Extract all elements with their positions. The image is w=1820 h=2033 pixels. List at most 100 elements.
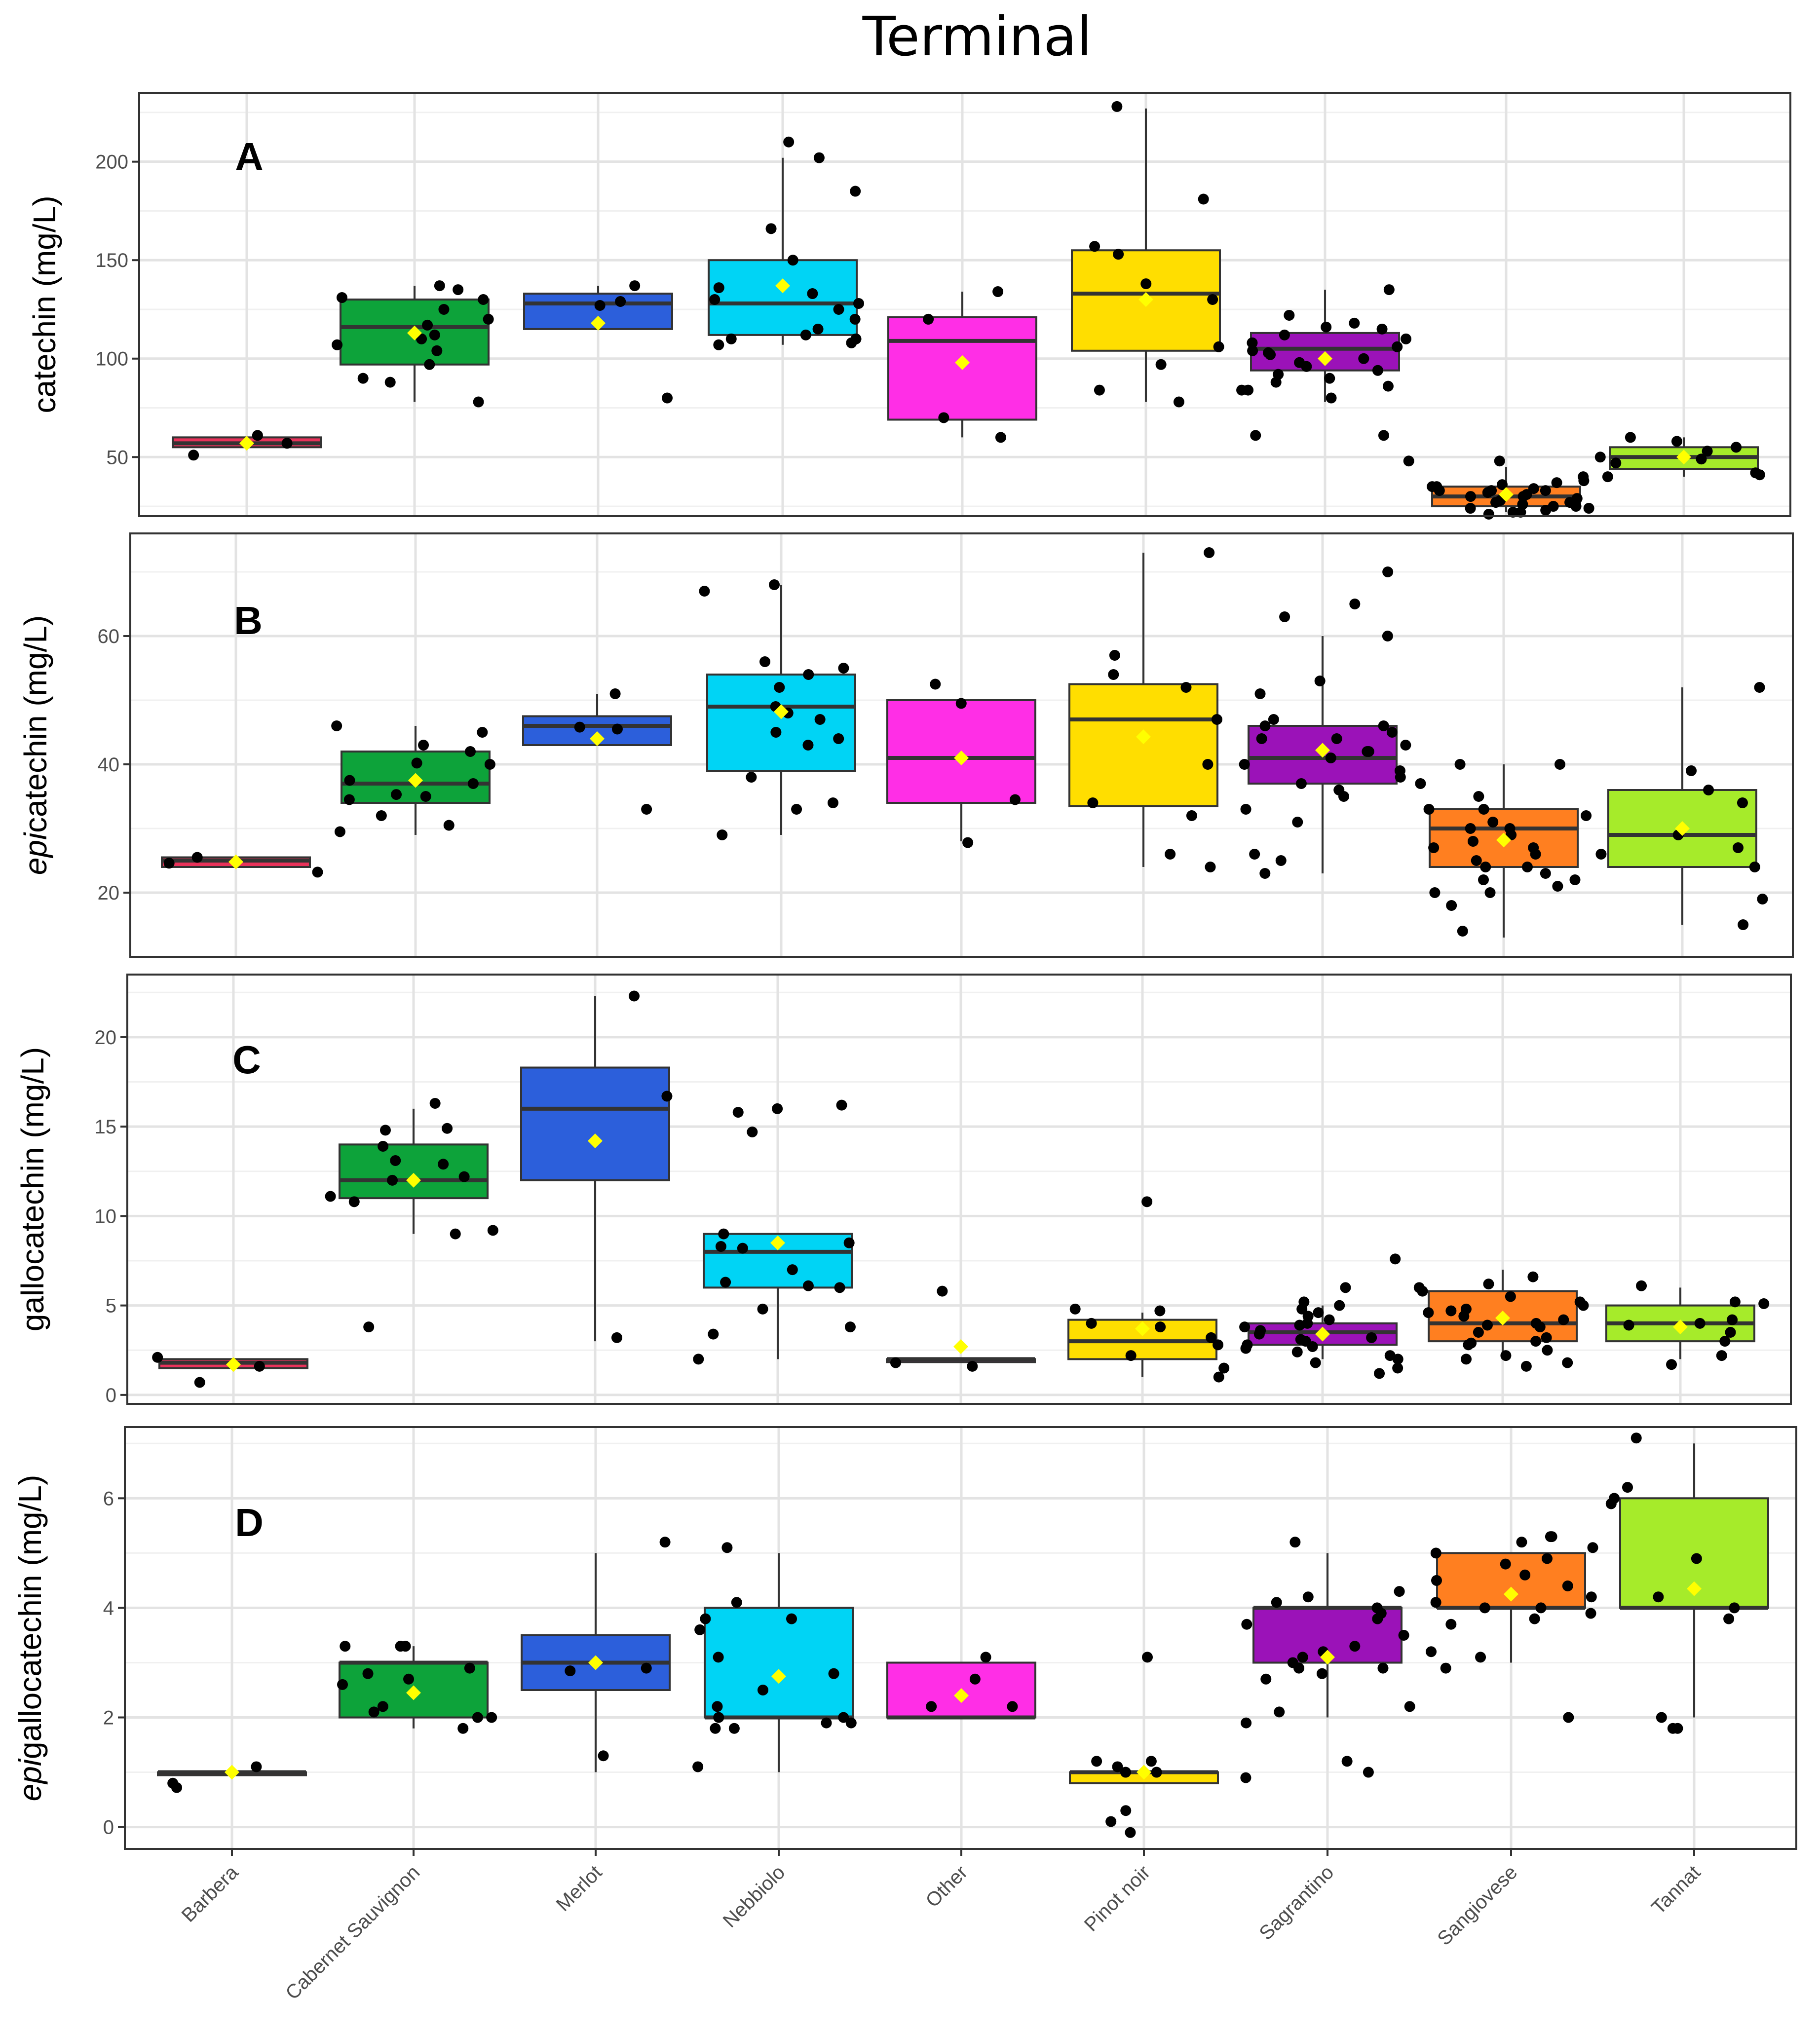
data-point [1383,284,1395,296]
data-point [1313,1307,1324,1318]
y-tick-label: 100 [95,348,128,370]
data-point [769,579,780,590]
mean-marker-cabernet-sauvignon [407,325,422,340]
data-point [962,837,974,848]
data-point [1686,765,1697,776]
data-point [1292,817,1303,828]
data-point [1401,333,1412,344]
data-point [1672,1723,1683,1734]
mean-marker-nebbiolo [770,1235,785,1250]
data-point [1404,1701,1415,1712]
box-tannat [1594,432,1765,483]
data-point [1349,1641,1361,1652]
mean-marker-barbera [239,436,254,451]
data-point [1562,1357,1573,1368]
data-point [1465,503,1476,514]
data-point [1296,1303,1308,1315]
y-tick-label: 0 [106,1385,116,1406]
data-point [1578,1300,1589,1311]
data-point [1581,810,1592,821]
data-point [641,1662,652,1674]
data-point [1205,862,1216,872]
panel-d-letter: D [235,1501,264,1544]
data-point [1151,1767,1162,1778]
data-point [1554,759,1565,770]
data-point [1465,491,1476,502]
data-point [1691,1553,1702,1564]
data-point [1653,1591,1664,1603]
box-other [886,1285,1036,1372]
mean-marker-sagrantino [1315,743,1330,758]
data-point [1602,471,1613,483]
data-point [757,1684,768,1695]
data-point [845,1717,857,1729]
data-point [1428,842,1440,853]
data-point [1240,804,1251,815]
data-point [1430,1547,1441,1559]
data-point [611,1332,622,1343]
data-point [1473,1327,1484,1338]
data-point [252,430,263,441]
data-point [757,1303,768,1315]
mean-marker-barbera [228,854,243,869]
mean-marker-other [954,1688,969,1703]
data-point [1623,1319,1634,1331]
data-point [995,432,1006,443]
data-point [1254,688,1266,699]
data-point [1467,836,1479,847]
data-point [1578,475,1590,487]
panel-b-y-axis-label: epicatechin (mg/L) [18,615,53,875]
data-point [411,757,422,769]
data-point [348,1196,360,1207]
data-point [1211,714,1222,725]
data-point [1483,1279,1494,1290]
data-point [1466,1337,1477,1349]
data-point [1398,1629,1409,1641]
data-point [1400,740,1411,751]
data-point [1490,497,1502,508]
data-point [1362,746,1373,757]
data-point [1295,1334,1306,1345]
data-point [1519,1569,1531,1581]
data-point [694,1624,706,1635]
mean-marker-cabernet-sauvignon [406,1685,421,1700]
data-point [1349,317,1360,329]
data-point [1516,1537,1527,1548]
data-point [1478,804,1489,815]
data-point [1431,1575,1442,1586]
data-point [1586,1591,1597,1603]
data-point [1517,491,1529,502]
data-point [955,698,967,709]
data-point [1496,479,1508,490]
data-point [1729,1602,1740,1614]
data-point [429,329,440,340]
data-point [312,866,323,878]
data-point [1445,1619,1457,1630]
data-point [699,586,710,597]
data-point [1540,485,1551,496]
data-point [457,1723,469,1734]
data-point [1622,1482,1633,1493]
data-point [1302,1591,1314,1603]
data-point [1719,1336,1731,1347]
data-point [737,1242,748,1254]
data-point [344,775,355,786]
data-point [1291,1346,1303,1357]
data-point [1338,791,1349,802]
mean-marker-nebbiolo [775,278,790,294]
data-point [1757,894,1768,904]
data-point [194,1377,205,1388]
data-point [1570,501,1582,512]
data-point [1247,345,1258,356]
panel-a-border [138,92,1791,517]
data-point [453,284,464,296]
data-point [747,1127,758,1137]
data-point [609,688,621,699]
y-tick-label: 6 [103,1488,114,1509]
mean-marker-sangiovese [1499,487,1514,502]
box-nebbiolo [699,579,856,840]
data-point [438,1159,449,1170]
y-tick-label: 10 [95,1205,117,1227]
data-point [1382,631,1393,641]
